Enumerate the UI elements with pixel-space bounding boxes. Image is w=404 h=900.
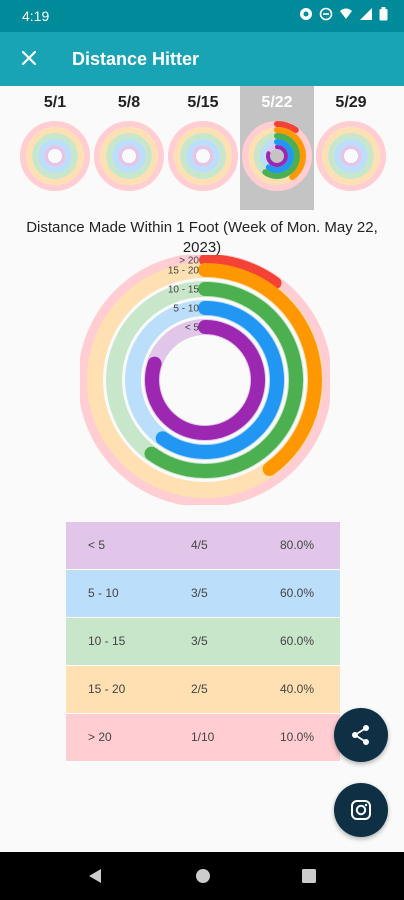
ring-label: 10 - 15 [168, 285, 200, 296]
row-range: > 20 [88, 730, 112, 744]
stats-table: < 5 4/5 80.0% 5 - 10 3/5 60.0% 10 - 15 3/5 60.0%… [66, 522, 340, 762]
ring-arc [155, 301, 284, 459]
row-made: 3/5 [191, 634, 208, 648]
ring-arc [199, 255, 282, 289]
week-item[interactable]: 5/8 [92, 86, 166, 210]
week-selector: 5/1 5/8 5/15 5/22 [18, 86, 388, 210]
home-icon[interactable] [195, 868, 211, 884]
row-percent: 60.0% [280, 586, 315, 600]
week-label: 5/15 [187, 94, 219, 111]
thumbnail-arc [266, 145, 288, 167]
ring-label: < 5 [185, 323, 200, 334]
status-icons [299, 7, 388, 21]
row-range: 10 - 15 [88, 634, 126, 648]
ring-arc [145, 320, 265, 440]
thumbnail-arc [274, 127, 306, 181]
row-percent: 60.0% [280, 634, 315, 648]
week-label: 5/1 [43, 94, 67, 111]
dnd-icon [319, 7, 333, 21]
row-range: 5 - 10 [88, 586, 119, 600]
week-item[interactable]: 5/1 [18, 86, 92, 210]
row-made: 4/5 [191, 538, 208, 552]
status-bar: 4:19 [0, 0, 404, 32]
table-row: 10 - 15 3/5 60.0% [66, 618, 340, 666]
share-button[interactable] [334, 708, 388, 762]
chart-title: Distance Made Within 1 Foot (Week of Mon… [26, 219, 378, 256]
week-item[interactable]: 5/15 [166, 86, 240, 210]
week-rings-thumbnail [168, 121, 238, 191]
ring-label: > 20 [179, 256, 199, 267]
row-made: 3/5 [191, 586, 208, 600]
share-icon [352, 725, 369, 745]
app-bar: Distance Hitter [0, 32, 404, 86]
signal-icon [360, 8, 372, 20]
row-made: 2/5 [191, 682, 208, 696]
row-made: 1/10 [191, 730, 215, 744]
navigation-bar [0, 852, 404, 900]
thumbnail-arc [262, 133, 300, 179]
row-percent: 10.0% [280, 730, 315, 744]
wifi-icon [340, 8, 352, 19]
week-rings-thumbnail [94, 121, 164, 191]
row-range: < 5 [88, 538, 106, 552]
table-row: 5 - 10 3/5 60.0% [66, 570, 340, 618]
ring-arc [198, 263, 322, 476]
week-label: 5/22 [261, 94, 293, 111]
week-rings-thumbnail [316, 121, 386, 191]
thumbnail-arc [265, 139, 294, 173]
table-row: > 20 1/10 10.0% [66, 714, 340, 762]
week-rings-thumbnail [20, 121, 90, 191]
close-icon [21, 50, 37, 66]
status-time: 4:19 [22, 8, 50, 24]
back-icon[interactable] [88, 868, 102, 884]
row-range: 15 - 20 [88, 682, 126, 696]
ring-label: 15 - 20 [168, 266, 200, 277]
week-rings-thumbnail [242, 121, 312, 191]
week-item[interactable]: 5/29 [314, 86, 388, 210]
table-row: < 5 4/5 80.0% [66, 522, 340, 570]
week-label: 5/29 [335, 94, 367, 111]
privacy-icon [300, 8, 312, 20]
table-row: 15 - 20 2/5 40.0% [66, 666, 340, 714]
ring-arc [144, 282, 303, 478]
recents-icon[interactable] [302, 869, 316, 883]
row-percent: 80.0% [280, 538, 315, 552]
thumbnail-arc [274, 121, 299, 134]
ring-label: 5 - 10 [173, 304, 199, 315]
instagram-icon [351, 800, 371, 820]
week-item-selected[interactable]: 5/22 [240, 86, 314, 210]
row-percent: 40.0% [280, 682, 315, 696]
week-label: 5/8 [117, 94, 141, 111]
close-button[interactable] [14, 43, 44, 73]
app-title: Distance Hitter [72, 49, 200, 69]
battery-icon [379, 7, 388, 21]
instagram-button[interactable] [334, 783, 388, 837]
